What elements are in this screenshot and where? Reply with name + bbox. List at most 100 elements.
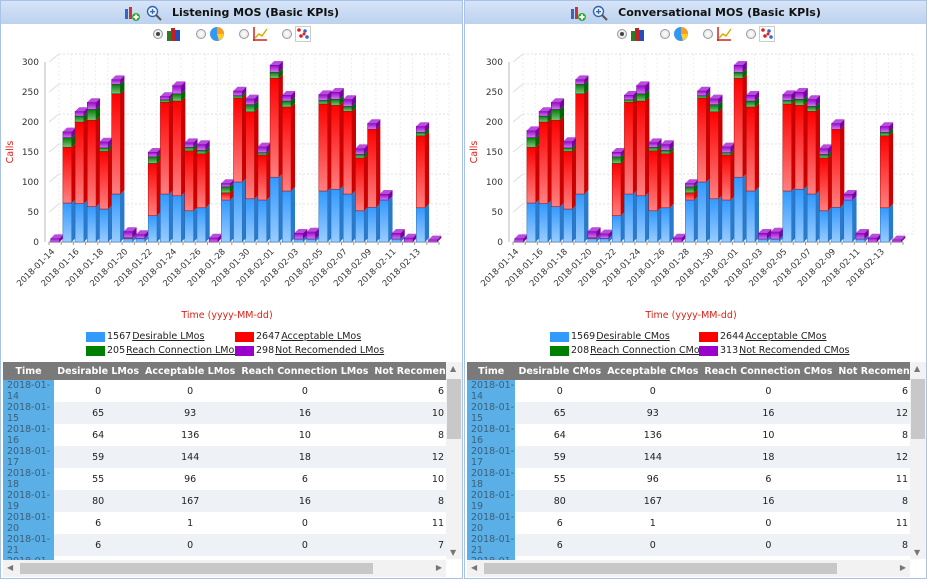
bar-segment[interactable] [819, 154, 833, 212]
bar-segment[interactable] [794, 185, 808, 243]
table-row[interactable]: 2018-01-14 0 0 0 6 [3, 380, 462, 402]
bar-segment[interactable] [184, 146, 198, 212]
bar-segment[interactable] [342, 107, 356, 195]
bar-segment[interactable] [843, 196, 857, 243]
chart-type-radio[interactable] [659, 29, 670, 39]
horizontal-scrollbar[interactable]: ◀ ▶ [3, 560, 446, 577]
bar-segment[interactable] [172, 97, 186, 197]
bar-segment[interactable] [880, 203, 894, 243]
scroll-thumb[interactable] [484, 563, 837, 574]
bar-segment[interactable] [87, 116, 101, 207]
scroll-down-arrow[interactable]: ▼ [914, 548, 921, 557]
bar-segment[interactable] [782, 187, 796, 243]
scroll-left-arrow[interactable]: ◀ [7, 563, 14, 572]
bar-segment[interactable] [685, 196, 699, 243]
bar-segment[interactable] [660, 149, 674, 209]
bar-segment[interactable] [111, 89, 125, 195]
bar-segment[interactable] [697, 178, 711, 243]
zoom-in-icon[interactable] [146, 5, 162, 21]
chart-type-radio[interactable] [616, 29, 627, 39]
chart-type-option[interactable] [238, 26, 268, 42]
column-header[interactable]: Not Recomende [835, 362, 926, 380]
add-chart-icon[interactable] [570, 5, 587, 21]
bar-segment[interactable] [147, 211, 161, 243]
bar-segment[interactable] [160, 190, 174, 243]
chart-type-radio[interactable] [195, 29, 206, 39]
bar-segment[interactable] [282, 187, 296, 243]
chart-type-option[interactable] [152, 26, 182, 42]
bar-segment[interactable] [147, 159, 161, 216]
column-header[interactable]: Desirable LMos [54, 362, 143, 380]
bar-segment[interactable] [282, 103, 296, 192]
bar-segment[interactable] [367, 203, 381, 243]
legend-item[interactable]: 313 Not Recomended CMos [699, 345, 850, 356]
table-row[interactable]: 2018-01-18 55 96 6 10 [3, 468, 462, 490]
horizontal-scrollbar[interactable]: ◀ ▶ [467, 560, 910, 577]
add-chart-icon[interactable] [124, 5, 140, 21]
table-row[interactable]: 2018-01-16 64 136 10 8 [3, 424, 462, 446]
bar-segment[interactable] [245, 194, 259, 243]
bar-segment[interactable] [611, 211, 625, 243]
bar-segment[interactable] [269, 74, 283, 178]
bar-segment[interactable] [526, 143, 540, 204]
table-row[interactable]: 2018-01-16 64 136 10 8 [467, 424, 926, 446]
bar-segment[interactable] [184, 206, 198, 243]
column-header[interactable]: Not Recomende [371, 362, 462, 380]
bar-segment[interactable] [172, 191, 186, 243]
bar-segment[interactable] [563, 147, 577, 210]
bar-segment[interactable] [831, 203, 845, 243]
bar-segment[interactable] [746, 187, 760, 243]
table-row[interactable]: 2018-01-21 6 0 0 7 [3, 534, 462, 556]
table-row[interactable]: 2018-01-20 6 1 0 11 [467, 512, 926, 534]
legend-label-link[interactable]: Acceptable LMos [281, 331, 362, 342]
column-header[interactable]: Acceptable LMos [142, 362, 239, 380]
table-row[interactable]: 2018-01-18 55 96 6 11 [467, 468, 926, 490]
chart-type-radio[interactable] [745, 29, 756, 39]
bar-segment[interactable] [257, 196, 271, 243]
bar-segment[interactable] [624, 190, 638, 243]
scroll-up-arrow[interactable]: ▲ [450, 364, 457, 373]
bar-segment[interactable] [733, 173, 747, 243]
table-row[interactable]: 2018-01-19 80 167 16 8 [3, 490, 462, 512]
bar-segment[interactable] [233, 86, 247, 96]
scroll-down-arrow[interactable]: ▼ [450, 548, 457, 557]
bar-segment[interactable] [233, 94, 247, 183]
bar-segment[interactable] [611, 159, 625, 216]
scroll-left-arrow[interactable]: ◀ [471, 563, 478, 572]
bar-segment[interactable] [330, 101, 344, 190]
legend-label-link[interactable]: Desirable CMos [596, 331, 670, 342]
bar-segment[interactable] [62, 143, 76, 204]
table-row[interactable]: 2018-01-17 59 144 18 12 [467, 446, 926, 468]
table-row[interactable]: 2018-01-17 59 144 18 12 [3, 446, 462, 468]
chart-type-radio[interactable] [702, 29, 713, 39]
bar-segment[interactable] [721, 142, 735, 153]
bar-segment[interactable] [806, 190, 820, 243]
scroll-right-arrow[interactable]: ▶ [899, 563, 906, 572]
bar-segment[interactable] [819, 206, 833, 243]
table-row[interactable]: 2018-01-14 0 0 0 6 [467, 380, 926, 402]
bar-segment[interactable] [563, 205, 577, 243]
scroll-right-arrow[interactable]: ▶ [435, 563, 442, 572]
column-header[interactable]: Desirable CMos [515, 362, 605, 380]
bar-segment[interactable] [526, 199, 540, 243]
bar-segment[interactable] [733, 74, 747, 178]
bar-segment[interactable] [111, 190, 125, 243]
bar-segment[interactable] [526, 133, 540, 148]
chart-type-option[interactable] [702, 26, 732, 42]
bar-segment[interactable] [367, 125, 381, 208]
bar-segment[interactable] [746, 103, 760, 192]
bar-segment[interactable] [709, 194, 723, 243]
column-header[interactable]: Acceptable CMos [604, 362, 702, 380]
bar-segment[interactable] [721, 196, 735, 243]
vertical-scrollbar[interactable]: ▲ ▼ [446, 362, 462, 559]
bar-segment[interactable] [318, 100, 332, 192]
column-header[interactable]: Reach Connection LMos [238, 362, 372, 380]
bar-segment[interactable] [74, 118, 88, 204]
chart-type-radio[interactable] [238, 29, 249, 39]
bar-segment[interactable] [257, 142, 271, 153]
bar-segment[interactable] [575, 190, 589, 243]
bar-segment[interactable] [538, 118, 552, 204]
legend-label-link[interactable]: Not Recomended LMos [275, 345, 385, 356]
bar-segment[interactable] [648, 146, 662, 212]
legend-item[interactable]: 208 Reach Connection CMos [550, 345, 705, 356]
